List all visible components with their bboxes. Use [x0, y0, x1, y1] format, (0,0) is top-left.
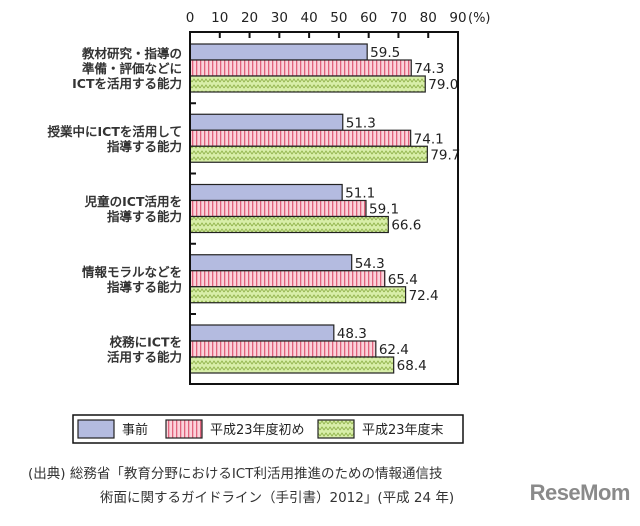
bar — [189, 270, 386, 288]
data-label: 79.0 — [428, 77, 458, 93]
bar — [189, 129, 412, 147]
x-tick-label: 60 — [360, 10, 377, 26]
bar — [189, 254, 353, 272]
legend-label: 事前 — [122, 422, 148, 438]
data-label: 74.3 — [414, 61, 444, 77]
x-tick-label: 50 — [330, 10, 347, 26]
legend — [72, 414, 464, 444]
category-label: 指導する能力 — [107, 279, 182, 294]
source-line-1: (出典) 総務省「教育分野におけるICT利活用推進のための情報通信技 — [28, 466, 443, 482]
category-label: 指導する能力 — [107, 209, 182, 224]
bar — [189, 340, 377, 358]
bar — [189, 286, 407, 304]
x-tick-label: 30 — [271, 10, 288, 26]
bar — [189, 59, 412, 77]
data-label: 79.7 — [430, 147, 460, 163]
bar — [189, 199, 367, 218]
resemom-logo: ReseMom — [529, 480, 631, 505]
legend-label: 平成23年度初め — [210, 422, 305, 438]
bar-chart: 0 10 20 30 40 50 60 70 80 90 59.5 74.379.0 51.3 74.1… — [48, 10, 491, 444]
bar — [189, 324, 335, 342]
bar — [189, 215, 389, 234]
x-tick-label: 0 — [186, 10, 195, 26]
data-label: 65.4 — [388, 272, 418, 288]
category-label: 情報モラルなどを — [82, 264, 182, 279]
legend-label: 平成23年度末 — [362, 422, 444, 438]
category-label: 授業中にICTを活用して — [48, 124, 182, 139]
bar — [189, 145, 428, 163]
category-label: 準備・評価などに — [82, 61, 182, 76]
category-label: 教材研究・指導の — [81, 46, 182, 61]
bar — [189, 183, 343, 202]
unit-label: (%) — [468, 11, 491, 26]
legend-swatch — [165, 419, 203, 439]
x-tick-label: 80 — [420, 10, 437, 26]
legend-swatch — [317, 419, 355, 439]
plot-frame — [189, 31, 459, 385]
x-tick-label: 20 — [241, 10, 258, 26]
category-label: 指導する能力 — [107, 139, 182, 154]
data-label: 72.4 — [409, 288, 439, 304]
data-label: 59.1 — [369, 202, 399, 218]
category-label: ICTを活用する能力 — [72, 76, 182, 91]
bar — [189, 75, 426, 93]
legend-swatch — [77, 419, 115, 439]
bar — [189, 356, 395, 374]
data-label: 68.4 — [397, 358, 427, 374]
data-label: 48.3 — [337, 326, 367, 342]
category-label: 校務にICTを — [110, 335, 182, 350]
category-label: 児童のICT活用を — [84, 194, 182, 209]
category-label: 活用する能力 — [107, 350, 182, 365]
x-tick-label: 40 — [301, 10, 318, 26]
bar — [189, 43, 368, 61]
data-label: 74.1 — [414, 131, 444, 147]
data-label: 62.4 — [379, 342, 409, 358]
data-label: 66.6 — [391, 218, 421, 234]
data-label: 51.3 — [346, 115, 376, 131]
data-label: 59.5 — [370, 45, 400, 61]
data-label: 54.3 — [355, 256, 385, 272]
bar — [189, 113, 344, 131]
data-label: 51.1 — [345, 186, 375, 202]
source-line-2: 術面に関するガイドライン（手引書）2012」(平成 24 年) — [100, 490, 455, 506]
x-tick-label: 70 — [390, 10, 407, 26]
x-tick-label: 90 — [449, 10, 466, 26]
x-tick-label: 10 — [211, 10, 228, 26]
